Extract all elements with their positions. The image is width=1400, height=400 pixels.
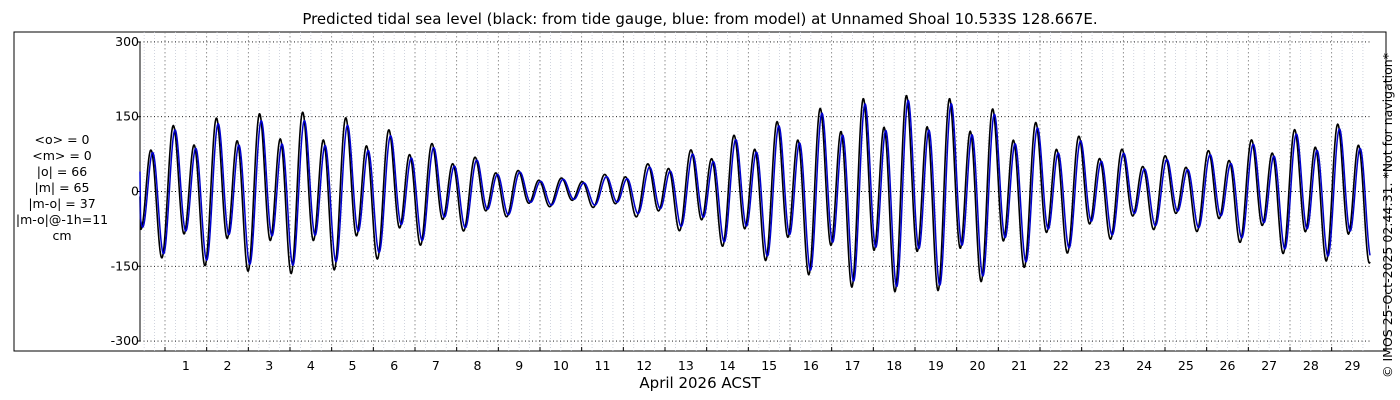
x-tick-label: 19 <box>928 358 944 373</box>
stat-unit: cm <box>52 228 72 243</box>
x-tick-label: 22 <box>1053 358 1069 373</box>
x-tick-label: 16 <box>803 358 819 373</box>
x-tick-label: 25 <box>1178 358 1194 373</box>
plot-frame <box>13 31 1387 352</box>
y-tick-label: -150 <box>111 258 139 273</box>
x-tick-label: 2 <box>224 358 232 373</box>
x-tick-label: 18 <box>886 358 902 373</box>
stat-abs-diff-lag: |m-o|@-1h=11 <box>15 212 109 227</box>
x-tick-label: 10 <box>553 358 569 373</box>
x-tick-label: 8 <box>474 358 482 373</box>
x-tick-label: 5 <box>349 358 357 373</box>
stat-abs-obs: |o| = 66 <box>36 164 88 179</box>
x-tick-label: 6 <box>390 358 398 373</box>
x-tick-label: 14 <box>720 358 736 373</box>
x-tick-label: 26 <box>1220 358 1236 373</box>
x-tick-label: 7 <box>432 358 440 373</box>
x-tick-label: 24 <box>1136 358 1152 373</box>
y-tick-label: 300 <box>115 34 139 49</box>
x-tick-label: 9 <box>515 358 523 373</box>
x-tick-label: 4 <box>307 358 315 373</box>
x-tick-label: 27 <box>1261 358 1277 373</box>
stat-mean-model: <m> = 0 <box>32 148 92 163</box>
x-axis-label: April 2026 ACST <box>639 374 761 392</box>
x-tick-label: 13 <box>678 358 694 373</box>
x-tick-label: 29 <box>1345 358 1361 373</box>
x-tick-label: 3 <box>265 358 273 373</box>
stats-panel: <o> = 0 <m> = 0 |o| = 66 |m| = 65 |m-o| … <box>8 132 116 244</box>
stat-abs-model: |m| = 65 <box>34 180 90 195</box>
x-tick-label: 23 <box>1095 358 1111 373</box>
stat-abs-diff: |m-o| = 37 <box>28 196 96 211</box>
x-tick-label: 1 <box>182 358 190 373</box>
x-tick-label: 28 <box>1303 358 1319 373</box>
x-tick-label: 12 <box>636 358 652 373</box>
y-tick-label: 0 <box>131 184 139 199</box>
x-tick-label: 11 <box>595 358 611 373</box>
y-tick-label: -300 <box>111 333 139 348</box>
y-tick-label: 150 <box>115 109 139 124</box>
x-axis: 1 2 3 4 5 6 7 8 9 10 11 12 13 14 15 16 17 18 19 20 21 22 23 24 2… <box>164 347 1361 373</box>
series-line-tide-gauge <box>139 94 1371 293</box>
copyright-stamp: © IMOS 25-Oct-2025 02:44:31. *Not for na… <box>1380 53 1395 378</box>
x-tick-label: 20 <box>970 358 986 373</box>
x-tick-label: 17 <box>845 358 861 373</box>
stat-mean-obs: <o> = 0 <box>34 132 90 147</box>
x-tick-label: 15 <box>761 358 777 373</box>
series-line-model <box>139 99 1371 288</box>
x-tick-label: 21 <box>1011 358 1027 373</box>
chart-title: Predicted tidal sea level (black: from t… <box>302 10 1098 28</box>
